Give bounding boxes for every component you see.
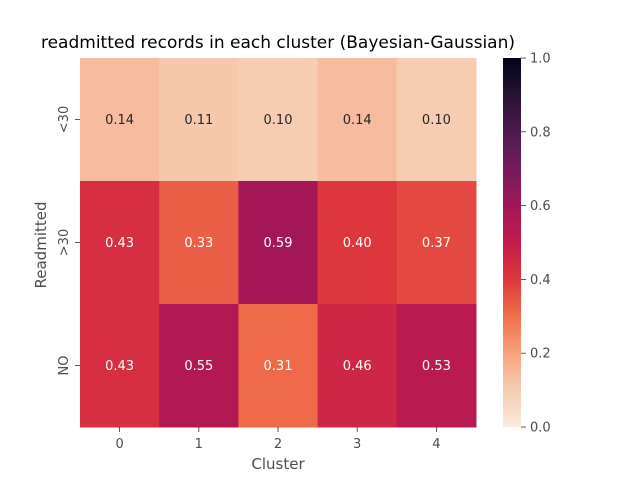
x-tick-label: 4 xyxy=(432,437,440,452)
heatmap-cell xyxy=(159,181,239,305)
colorbar-tick-label: 0.0 xyxy=(530,421,551,436)
heatmap-cell xyxy=(396,181,477,305)
chart-title: readmitted records in each cluster (Baye… xyxy=(41,33,515,53)
cell-value-label: 0.46 xyxy=(343,359,372,374)
heatmap-cells xyxy=(80,58,477,428)
heatmap-cell xyxy=(317,58,398,182)
cell-value-label: 0.14 xyxy=(105,113,134,128)
y-tick-label: NO xyxy=(57,356,72,376)
heatmap-cell xyxy=(80,58,160,182)
y-tick-label: <30 xyxy=(57,106,72,133)
colorbar-tick-label: 0.2 xyxy=(530,347,551,362)
heatmap-cell xyxy=(159,58,239,182)
colorbar xyxy=(503,58,521,427)
heatmap-cell xyxy=(396,58,477,182)
x-axis-label: Cluster xyxy=(251,455,305,473)
heatmap-cell xyxy=(396,304,477,428)
colorbar-tick-label: 1.0 xyxy=(530,52,551,67)
colorbar-ticks: 0.0 0.2 0.4 0.6 0.8 1.0 xyxy=(521,52,551,436)
heatmap-cell xyxy=(80,304,160,428)
cell-value-label: 0.43 xyxy=(105,359,134,374)
cell-value-label: 0.40 xyxy=(343,236,372,251)
heatmap-cell xyxy=(317,304,398,428)
cell-value-label: 0.37 xyxy=(422,236,451,251)
heatmap-cell xyxy=(317,181,398,305)
x-tick-label: 3 xyxy=(353,437,361,452)
colorbar-tick-label: 0.4 xyxy=(530,273,551,288)
cell-value-label: 0.11 xyxy=(184,113,213,128)
heatmap-cell xyxy=(238,58,319,182)
colorbar-tick-label: 0.8 xyxy=(530,125,551,140)
heatmap-cell-labels: 0.14 0.11 0.10 0.14 0.10 0.43 0.33 0.59 0.40 0.37… xyxy=(105,113,451,374)
cell-value-label: 0.10 xyxy=(264,113,293,128)
cell-value-label: 0.14 xyxy=(343,113,372,128)
cell-value-label: 0.43 xyxy=(105,236,134,251)
y-axis-label: Readmitted xyxy=(32,202,50,289)
cell-value-label: 0.59 xyxy=(264,236,293,251)
cell-value-label: 0.10 xyxy=(422,113,451,128)
heatmap-cell xyxy=(238,181,319,305)
heatmap-cell xyxy=(238,304,319,428)
cell-value-label: 0.55 xyxy=(184,359,213,374)
heatmap-cell xyxy=(80,181,160,305)
y-axis: <30 >30 NO xyxy=(57,106,80,376)
x-tick-label: 2 xyxy=(274,437,282,452)
cell-value-label: 0.53 xyxy=(422,359,451,374)
heatmap-cell xyxy=(159,304,239,428)
cell-value-label: 0.31 xyxy=(264,359,293,374)
cell-value-label: 0.33 xyxy=(184,236,213,251)
y-tick-label: >30 xyxy=(57,229,72,256)
x-tick-label: 1 xyxy=(195,437,203,452)
x-tick-label: 0 xyxy=(115,437,123,452)
x-axis: 0 1 2 3 4 xyxy=(115,427,441,452)
colorbar-tick-label: 0.6 xyxy=(530,199,551,214)
